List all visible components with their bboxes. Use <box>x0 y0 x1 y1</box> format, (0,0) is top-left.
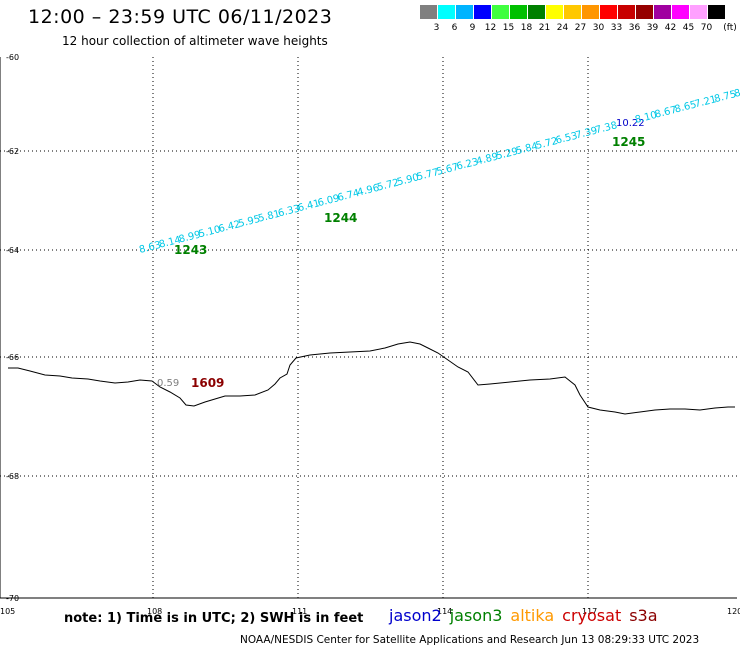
lon-tick-label: 105 <box>0 607 15 616</box>
lat-tick-label: -64 <box>6 246 19 255</box>
wave-height-label: 8.63 <box>138 240 162 256</box>
coastal-time-label: 1609 <box>191 376 224 390</box>
legend-label: 18 <box>520 23 533 33</box>
legend-label: 36 <box>628 23 641 33</box>
legend-label: 39 <box>646 23 659 33</box>
satellite-name: jason2 <box>389 606 442 625</box>
wave-height-label: 8.10 <box>634 110 658 126</box>
legend-swatch <box>474 5 491 19</box>
wave-height-label: 7.21 <box>693 94 717 110</box>
legend-swatch <box>564 5 581 19</box>
wave-height-label: 4.89 <box>475 151 499 167</box>
legend-swatch <box>600 5 617 19</box>
wave-height-label: 6.74 <box>336 188 360 204</box>
wave-height-label: 8.99 <box>178 229 202 245</box>
wave-height-label: 5.84 <box>515 141 539 157</box>
wave-height-label: 6.42 <box>217 219 241 235</box>
wave-height-label: 5.72 <box>376 177 400 193</box>
satellite-name: s3a <box>629 606 658 625</box>
lon-tick-label: 120 <box>727 607 740 616</box>
pass-time-label: 1243 <box>174 243 207 257</box>
legend-label: 15 <box>502 23 515 33</box>
legend-label: 33 <box>610 23 623 33</box>
wave-height-label: 5.90 <box>396 172 420 188</box>
legend-swatch <box>546 5 563 19</box>
wave-height-label: 5.72 <box>535 136 559 152</box>
wave-height-label: 10.22 <box>616 118 645 129</box>
wave-height-label: 6.41 <box>297 198 321 214</box>
lat-tick-label: -62 <box>6 147 19 156</box>
legend-swatch <box>708 5 725 19</box>
axis-tick-labels: 105 108 111 114 117 120 -60 -62 -64 -66 -68 -70 <box>0 53 740 616</box>
legend-swatch <box>582 5 599 19</box>
legend-label: 9 <box>469 23 476 33</box>
legend-label: 21 <box>538 23 551 33</box>
wave-height-label: 8.14 <box>158 235 182 251</box>
lat-tick-label: -66 <box>6 353 19 362</box>
satellite-name: jason3 <box>449 606 503 625</box>
legend-label: 30 <box>592 23 605 33</box>
wave-height-label: 5.77 <box>416 167 440 183</box>
legend-swatch <box>492 5 509 19</box>
lon-tick-label: 108 <box>147 607 162 616</box>
wave-height-label: 6.53 <box>555 131 579 147</box>
lon-tick-label: 114 <box>437 607 452 616</box>
wave-height-label: 6.09 <box>317 193 341 209</box>
legend-swatch <box>654 5 671 19</box>
wave-height-label: 8.67 <box>654 105 678 121</box>
lon-tick-label: 117 <box>582 607 597 616</box>
wave-height-label: 8.26 <box>733 84 740 100</box>
legend-swatch <box>510 5 527 19</box>
map-title: 12:00 – 23:59 UTC 06/11/2023 <box>28 6 333 28</box>
legend-swatch <box>438 5 455 19</box>
wave-height-label: 5.67 <box>436 162 460 178</box>
legend-label: 24 <box>556 23 569 33</box>
wave-height-label: 5.29 <box>495 146 519 162</box>
legend-swatch <box>672 5 689 19</box>
lat-tick-label: -60 <box>6 53 19 62</box>
legend-swatch <box>528 5 545 19</box>
altimeter-track: 8.638.148.995.106.425.955.816.336.416.09… <box>138 84 740 390</box>
antarctic-coastline <box>8 341 735 415</box>
legend-label: 12 <box>484 23 497 33</box>
wave-height-label: 5.10 <box>198 224 222 240</box>
wave-height-label: 7.39 <box>574 125 598 141</box>
satellite-legend: jason2 jason3 altika cryosat s3a <box>389 606 666 625</box>
map-subtitle: 12 hour collection of altimeter wave hei… <box>62 34 328 48</box>
map-gridlines <box>0 57 737 598</box>
lat-tick-label: -68 <box>6 472 19 481</box>
map-frame <box>0 57 737 599</box>
wave-height-label: 6.33 <box>277 203 301 219</box>
legend-swatch <box>456 5 473 19</box>
satellite-name: altika <box>510 606 555 625</box>
wave-height-label: 8.75 <box>713 89 737 105</box>
wave-height-label: 5.81 <box>257 209 281 225</box>
legend-label: 27 <box>574 23 587 33</box>
units-note: note: 1) Time is in UTC; 2) SWH is in fe… <box>64 611 364 626</box>
legend-swatch <box>690 5 707 19</box>
lon-tick-label: 111 <box>292 607 307 616</box>
coastal-wave-label: 0.59 <box>157 378 179 389</box>
legend-swatch <box>636 5 653 19</box>
satellite-name: cryosat <box>562 606 622 625</box>
wave-height-label: 4.96 <box>356 183 380 199</box>
pass-time-label: 1245 <box>612 135 645 149</box>
legend-label: 42 <box>664 23 677 33</box>
legend-label: 45 <box>682 23 695 33</box>
wave-height-label: 7.38 <box>594 120 618 136</box>
legend-label: 3 <box>433 23 440 33</box>
legend-swatch <box>420 5 437 19</box>
legend-swatch <box>618 5 635 19</box>
legend-label: 6 <box>451 23 458 33</box>
pass-time-label: 1244 <box>324 211 357 225</box>
wave-height-label: 8.65 <box>674 99 698 115</box>
wave-height-label: 5.95 <box>237 214 261 230</box>
lat-tick-label: -70 <box>6 594 19 603</box>
legend-unit: (ft) <box>723 23 737 33</box>
legend-label: 70 <box>700 23 713 33</box>
credit-line: NOAA/NESDIS Center for Satellite Applica… <box>240 634 700 646</box>
wave-height-label: 6.23 <box>455 157 479 173</box>
